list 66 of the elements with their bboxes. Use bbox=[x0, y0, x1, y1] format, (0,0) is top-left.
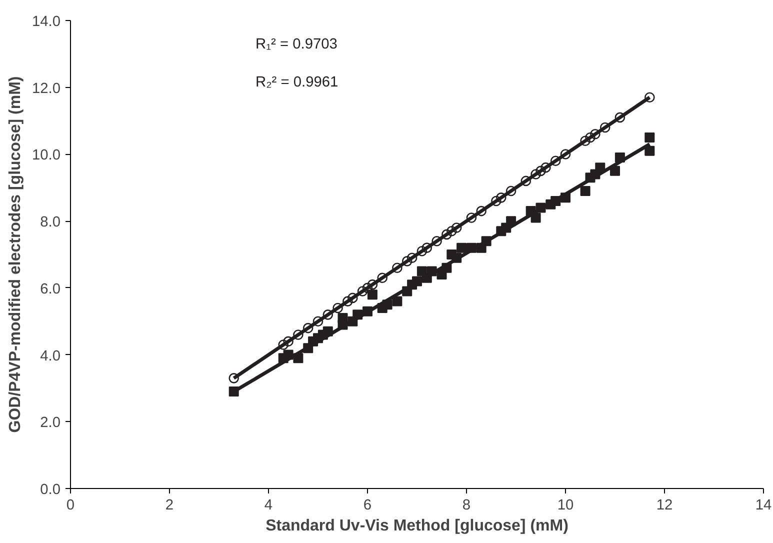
point bbox=[278, 340, 288, 350]
y-tick-label: 10.0 bbox=[32, 148, 61, 164]
point bbox=[644, 146, 655, 156]
point bbox=[342, 296, 353, 306]
point bbox=[302, 322, 314, 334]
x-tick-label: 10 bbox=[557, 498, 574, 514]
x-tick-label: 2 bbox=[165, 498, 174, 514]
point bbox=[432, 236, 442, 246]
point bbox=[614, 112, 626, 123]
y-tick-label: 14.0 bbox=[32, 14, 61, 30]
annotation: R₂² = 0.9961 bbox=[256, 74, 338, 90]
x-tick-label: 6 bbox=[363, 498, 372, 514]
point bbox=[536, 166, 546, 176]
x-tick-label: 14 bbox=[755, 498, 772, 514]
point bbox=[283, 336, 294, 347]
y-tick-label: 4.0 bbox=[40, 348, 60, 364]
point bbox=[402, 256, 412, 266]
x-tick-label: 4 bbox=[264, 498, 273, 514]
point bbox=[377, 272, 388, 284]
point bbox=[644, 92, 655, 103]
point bbox=[600, 122, 610, 133]
point bbox=[506, 186, 516, 196]
point bbox=[338, 313, 348, 324]
point bbox=[357, 286, 368, 296]
point bbox=[540, 162, 551, 173]
y-tick-label: 12.0 bbox=[32, 80, 61, 97]
y-tick-label: 8.0 bbox=[40, 214, 60, 231]
x-tick-label: 0 bbox=[66, 498, 75, 514]
x-axis-title: Standard Uv-Vis Method [glucose] (mM) bbox=[266, 518, 568, 534]
point bbox=[560, 149, 571, 160]
point bbox=[590, 129, 600, 140]
point bbox=[550, 156, 561, 166]
annotation: R₁² = 0.9703 bbox=[256, 36, 338, 52]
y-tick-label: 6.0 bbox=[40, 281, 60, 298]
point bbox=[446, 226, 457, 236]
point bbox=[476, 206, 486, 216]
x-tick-label: 12 bbox=[656, 498, 673, 514]
point bbox=[644, 132, 655, 142]
y-axis-title: GOD/P4VP-modified electrodes [glucose] (mM) bbox=[6, 76, 24, 433]
point bbox=[406, 252, 418, 263]
x-tick-label: 8 bbox=[462, 498, 471, 514]
point bbox=[520, 176, 532, 186]
point bbox=[332, 302, 343, 314]
point bbox=[466, 212, 477, 223]
point bbox=[442, 229, 452, 240]
point bbox=[367, 290, 378, 300]
point bbox=[416, 246, 428, 256]
point bbox=[392, 296, 402, 306]
point bbox=[322, 310, 334, 320]
point bbox=[580, 186, 590, 196]
point bbox=[451, 222, 462, 233]
point bbox=[293, 330, 304, 340]
point bbox=[456, 242, 467, 253]
point bbox=[367, 279, 378, 290]
point bbox=[422, 242, 432, 253]
point bbox=[496, 192, 506, 203]
point bbox=[392, 262, 402, 274]
point bbox=[312, 316, 324, 326]
point bbox=[585, 132, 596, 143]
point bbox=[491, 196, 502, 206]
point bbox=[228, 373, 239, 384]
point bbox=[580, 136, 590, 146]
point bbox=[530, 169, 541, 180]
y-tick-label: 2.0 bbox=[40, 415, 60, 432]
y-tick-label: 0.0 bbox=[40, 482, 60, 498]
point bbox=[348, 292, 358, 304]
